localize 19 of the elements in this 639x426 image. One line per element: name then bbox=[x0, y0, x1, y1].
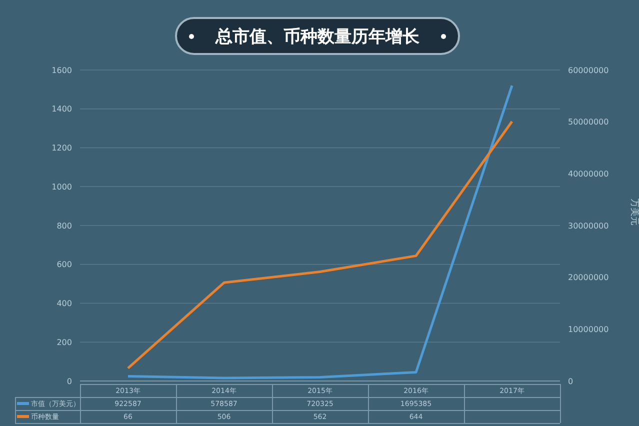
line-series bbox=[126, 120, 514, 370]
y-tick-label: 1000 bbox=[52, 182, 72, 192]
y-tick-label: 600 bbox=[56, 260, 72, 270]
y-tick-label: 1200 bbox=[52, 144, 72, 153]
y-tick-label: 200 bbox=[56, 338, 72, 347]
chart-title: 总市值、币种数量历年增长 bbox=[216, 26, 420, 48]
y-tick-label: 400 bbox=[56, 299, 72, 308]
y-tick-label: 800 bbox=[56, 221, 72, 230]
y2-tick-label: 0 bbox=[568, 376, 574, 386]
y2-tick-label: 50000000 bbox=[568, 118, 609, 127]
y2-tick-label: 60000000 bbox=[568, 66, 609, 75]
line-series bbox=[126, 84, 514, 380]
y-tick-label: 0 bbox=[66, 376, 72, 386]
y2-tick-label: 40000000 bbox=[568, 170, 609, 179]
y-tick-label: 1400 bbox=[52, 104, 72, 114]
y-tick-label: 1600 bbox=[52, 66, 72, 75]
y2-tick-label: 10000000 bbox=[568, 325, 609, 334]
y2-tick-label: 30000000 bbox=[568, 221, 609, 230]
y2-tick-label: 20000000 bbox=[568, 273, 609, 282]
